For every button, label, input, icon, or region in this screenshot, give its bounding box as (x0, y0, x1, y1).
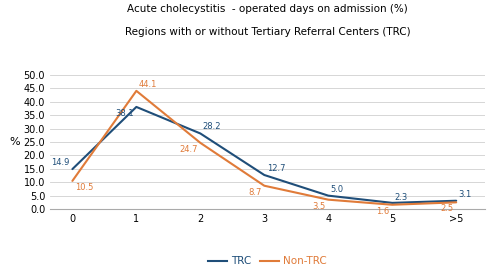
Text: 8.7: 8.7 (248, 188, 262, 197)
Y-axis label: %: % (10, 137, 20, 147)
TRC (453, 199, 459, 202)
Text: 3.5: 3.5 (312, 202, 326, 211)
Non-TRC (453, 201, 459, 204)
TRC (134, 105, 140, 109)
TRC (70, 168, 75, 171)
Text: 28.2: 28.2 (203, 122, 222, 131)
Text: 10.5: 10.5 (75, 183, 94, 192)
Text: Regions with or without Tertiary Referral Centers (TRC): Regions with or without Tertiary Referra… (124, 27, 410, 37)
TRC (326, 194, 332, 197)
Text: 12.7: 12.7 (267, 164, 285, 173)
Legend: TRC, Non-TRC: TRC, Non-TRC (204, 252, 331, 268)
Text: 2.3: 2.3 (395, 192, 408, 202)
Text: 5.0: 5.0 (331, 185, 344, 194)
Non-TRC (134, 89, 140, 92)
Text: 38.1: 38.1 (115, 109, 134, 118)
Text: Acute cholecystitis  - operated days on admission (%): Acute cholecystitis - operated days on a… (127, 4, 408, 14)
TRC (198, 132, 203, 135)
Text: 24.7: 24.7 (180, 145, 198, 154)
Text: 1.6: 1.6 (376, 207, 390, 216)
Text: 44.1: 44.1 (139, 80, 158, 89)
Text: 3.1: 3.1 (459, 190, 472, 199)
TRC (389, 201, 395, 204)
Text: 14.9: 14.9 (52, 158, 70, 167)
Non-TRC (262, 184, 268, 187)
Line: TRC: TRC (72, 107, 456, 203)
Non-TRC (389, 203, 395, 206)
Line: Non-TRC: Non-TRC (72, 91, 456, 205)
TRC (262, 173, 268, 177)
Non-TRC (70, 179, 75, 183)
Non-TRC (198, 141, 203, 144)
Text: 2.5: 2.5 (440, 204, 454, 214)
Non-TRC (326, 198, 332, 201)
